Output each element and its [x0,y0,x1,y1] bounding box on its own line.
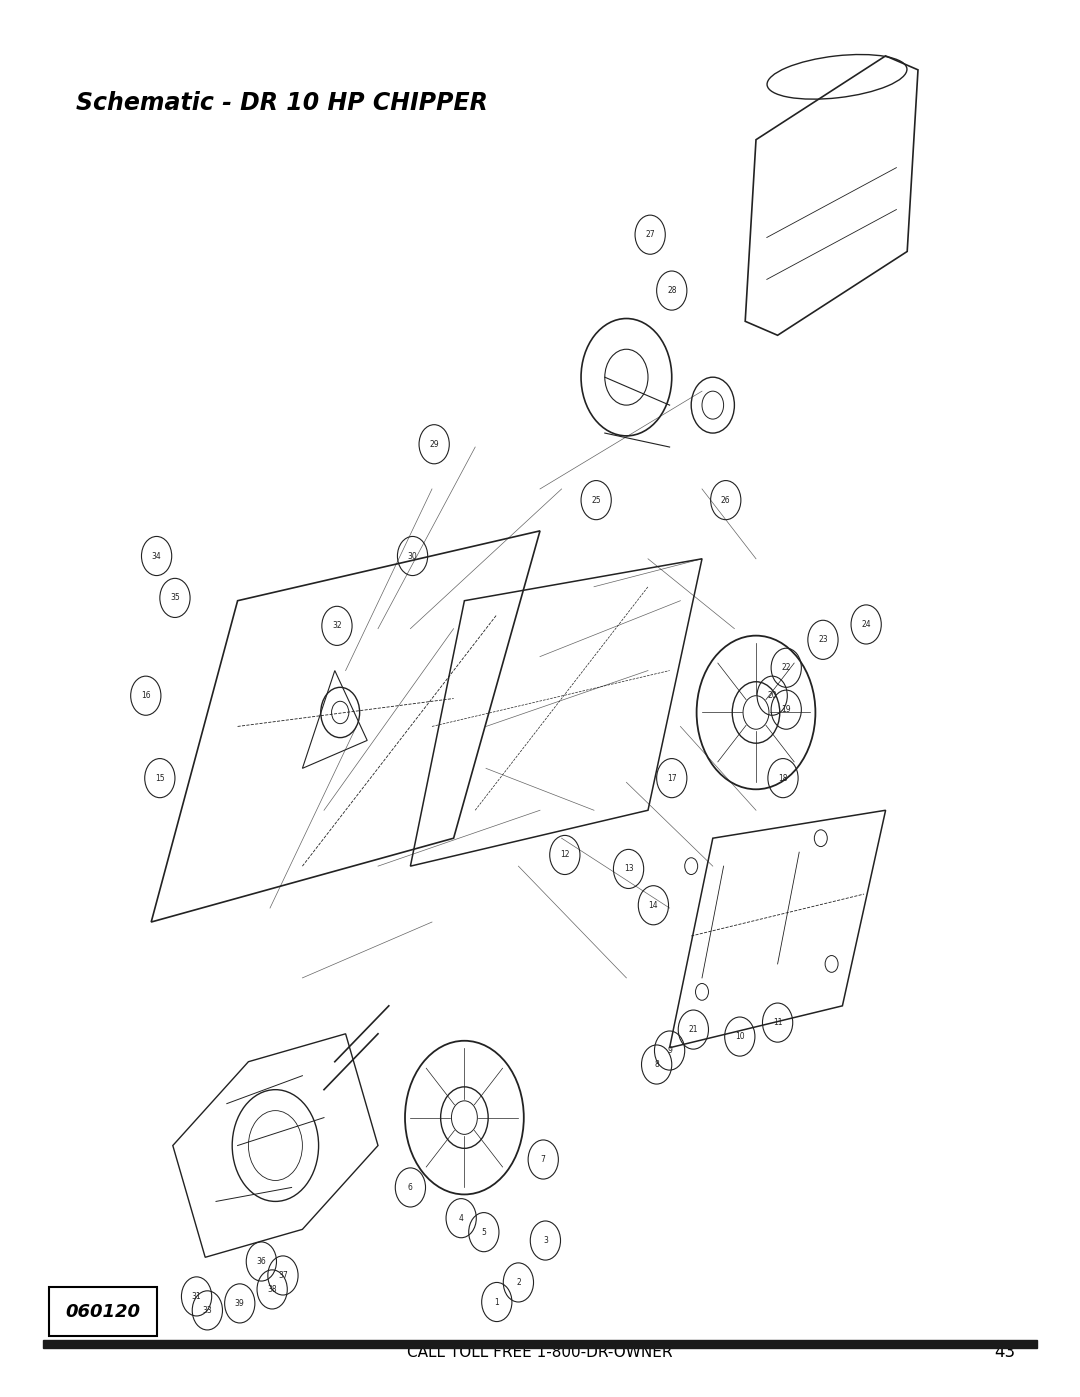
Text: 3: 3 [543,1236,548,1245]
Text: 2: 2 [516,1278,521,1287]
Text: 35: 35 [170,594,180,602]
Text: 37: 37 [278,1271,288,1280]
Text: 34: 34 [151,552,162,560]
Text: 15: 15 [156,774,164,782]
Text: 5: 5 [482,1228,486,1236]
Text: 33: 33 [202,1306,213,1315]
Text: 22: 22 [782,664,791,672]
Text: 30: 30 [407,552,418,560]
Text: 12: 12 [561,851,569,859]
Text: 31: 31 [192,1292,201,1301]
Text: 39: 39 [234,1299,245,1308]
Text: 9: 9 [667,1046,672,1055]
Text: 25: 25 [592,496,600,504]
Text: 28: 28 [667,286,676,295]
Text: 17: 17 [667,774,676,782]
Text: 4: 4 [459,1214,463,1222]
Text: 7: 7 [541,1155,545,1164]
Text: 1: 1 [495,1298,499,1306]
Text: 27: 27 [646,231,654,239]
Text: 29: 29 [430,440,438,448]
Text: 38: 38 [268,1285,276,1294]
Text: 11: 11 [773,1018,782,1027]
Text: 36: 36 [256,1257,267,1266]
FancyBboxPatch shape [49,1287,157,1336]
Text: 32: 32 [333,622,341,630]
Text: 18: 18 [779,774,787,782]
Text: 8: 8 [654,1060,659,1069]
Text: 21: 21 [689,1025,698,1034]
Text: 24: 24 [862,620,870,629]
Text: Schematic - DR 10 HP CHIPPER: Schematic - DR 10 HP CHIPPER [76,91,487,115]
Text: 26: 26 [721,496,730,504]
Text: 43: 43 [994,1344,1015,1361]
Text: 16: 16 [141,692,150,700]
Bar [43,1340,1037,1348]
Text: 19: 19 [782,705,791,714]
Text: 10: 10 [735,1032,744,1041]
Text: 14: 14 [649,901,658,909]
Text: CALL TOLL FREE 1-800-DR-OWNER: CALL TOLL FREE 1-800-DR-OWNER [407,1345,673,1359]
Text: 13: 13 [624,865,633,873]
Text: 23: 23 [819,636,827,644]
Text: 6: 6 [408,1183,413,1192]
Text: 060120: 060120 [65,1303,140,1320]
Text: 20: 20 [768,692,777,700]
